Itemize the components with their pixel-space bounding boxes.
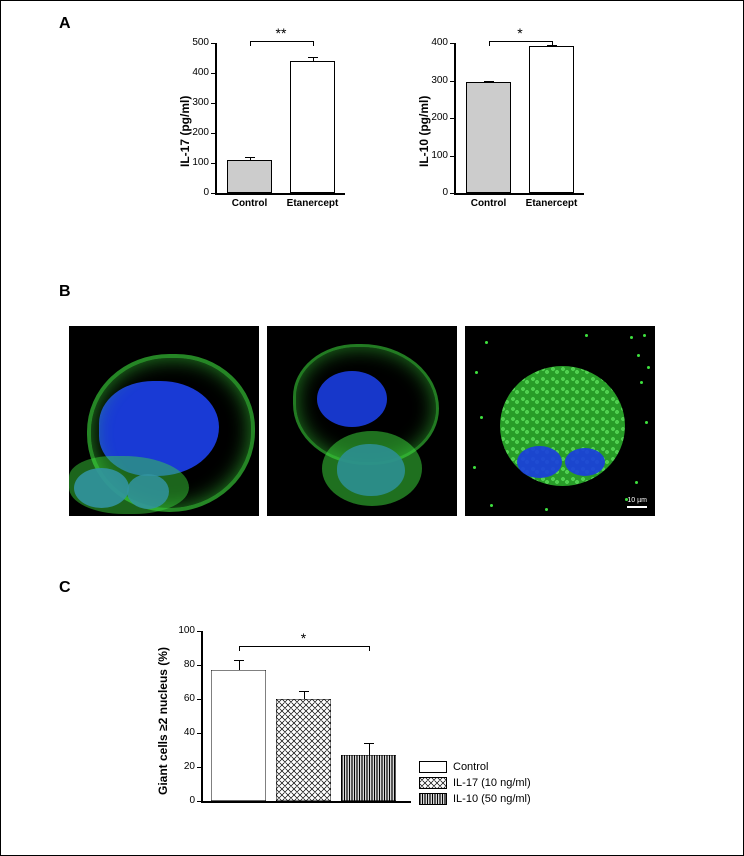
ytick: 20 [169, 761, 195, 772]
legend-label: IL-10 (50 ng/ml) [453, 793, 531, 805]
panel-c-label: C [59, 579, 71, 597]
bar-chart-1: 0100200300400IL-10 (pg/ml)ControlEtanerc… [416, 43, 606, 233]
micrograph-2: IL-1010 µm [465, 326, 655, 516]
micrograph-0: Control [69, 326, 259, 516]
legend-label: IL-17 (10 ng/ml) [453, 777, 531, 789]
y-axis-label: IL-10 (pg/ml) [417, 67, 431, 167]
bar-chart-0: 0100200300400500IL-17 (pg/ml)ControlEtan… [177, 43, 367, 233]
bar [290, 61, 335, 193]
significance-marker: * [294, 630, 314, 646]
cell-nucleus [565, 448, 605, 476]
ytick: 0 [422, 187, 448, 198]
giant-cells-chart: 0 20 40 60 80 100Giant cells ≥2 nucleus (%) * [156, 621, 446, 831]
ytick: 100 [169, 625, 195, 636]
bar [227, 160, 272, 193]
x-category: Etanercept [522, 198, 582, 209]
x-category: Etanercept [283, 198, 343, 209]
bar [211, 670, 266, 801]
y-axis-label: IL-17 (pg/ml) [178, 67, 192, 167]
legend-item: Control [419, 761, 488, 773]
ytick: 60 [169, 693, 195, 704]
ytick: 500 [183, 37, 209, 48]
ytick: 80 [169, 659, 195, 670]
x-category: Control [220, 198, 280, 209]
significance-marker: ** [271, 25, 291, 41]
x-category: Control [459, 198, 519, 209]
panel-b-label: B [59, 283, 71, 301]
legend-item: IL-17 (10 ng/ml) [419, 777, 531, 789]
ytick: 40 [169, 727, 195, 738]
y-axis-label: Giant cells ≥2 nucleus (%) [156, 635, 170, 795]
bar [529, 46, 574, 193]
bar [466, 82, 511, 193]
micrograph-row: ControlIL-17IL-1010 µm [69, 326, 655, 516]
bar [341, 755, 396, 801]
legend-item: IL-10 (50 ng/ml) [419, 793, 531, 805]
scale-bar-text: 10 µm [627, 497, 647, 504]
ytick: 0 [183, 187, 209, 198]
cell-cytoplasm [322, 431, 422, 506]
cell-nucleus [517, 446, 562, 478]
legend-label: Control [453, 761, 488, 773]
bar [276, 699, 331, 801]
cell-nucleus [317, 371, 387, 427]
ytick: 0 [169, 795, 195, 806]
ytick: 400 [422, 37, 448, 48]
panel-a-label: A [59, 15, 71, 33]
significance-marker: * [510, 25, 530, 41]
micrograph-1: IL-17 [267, 326, 457, 516]
